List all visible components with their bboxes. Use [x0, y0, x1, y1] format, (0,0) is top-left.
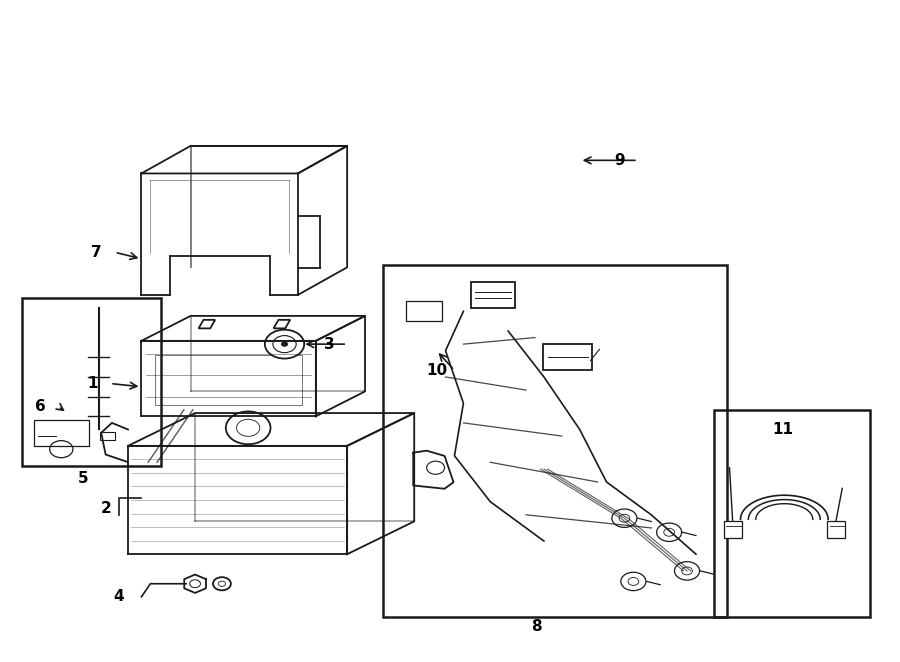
Text: 8: 8 [531, 619, 542, 634]
Bar [724, 521, 742, 538]
Text: 5: 5 [78, 471, 88, 486]
Bar [543, 344, 592, 370]
Text: 7: 7 [92, 245, 102, 260]
Text: 1: 1 [87, 376, 97, 391]
Bar [22, 298, 161, 465]
Bar [407, 301, 442, 321]
Circle shape [265, 330, 304, 359]
Bar [382, 265, 727, 616]
Text: 11: 11 [772, 422, 793, 437]
Text: 3: 3 [324, 337, 335, 352]
Bar [100, 432, 114, 440]
Text: 10: 10 [426, 363, 447, 378]
Text: 6: 6 [35, 399, 46, 414]
Bar [155, 355, 302, 404]
Bar [827, 521, 845, 538]
Circle shape [281, 342, 288, 347]
Bar [714, 410, 870, 616]
Bar [471, 282, 516, 308]
Text: 9: 9 [615, 153, 626, 168]
Bar [33, 420, 89, 446]
Text: 4: 4 [113, 589, 124, 604]
Text: 2: 2 [100, 500, 111, 516]
